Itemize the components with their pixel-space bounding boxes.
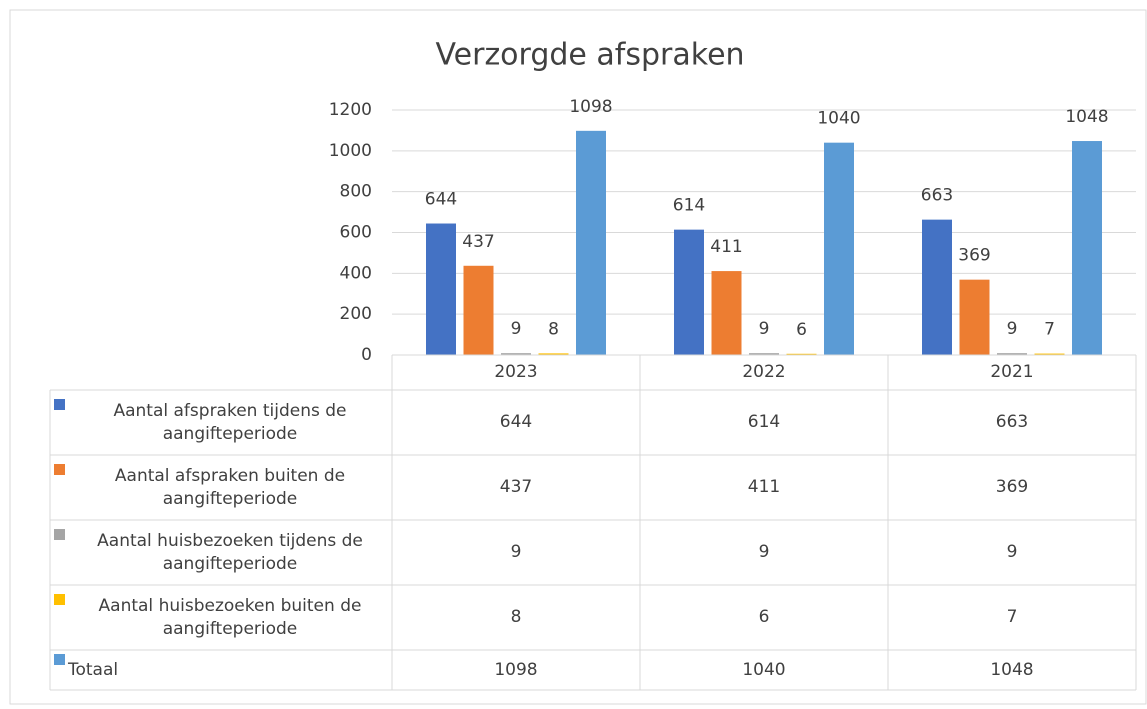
category-label: 2021	[990, 362, 1034, 383]
table-value: 6	[758, 607, 770, 628]
table-value-box: 369	[995, 477, 1029, 498]
bar	[711, 271, 742, 355]
legend-label: Aantal afspraken buiten de aangifteperio…	[114, 465, 346, 509]
data-label: 369	[958, 246, 990, 266]
table-value: 663	[995, 412, 1029, 433]
legend-entry-box: Aantal huisbezoeken buiten de aangiftepe…	[50, 585, 392, 650]
data-label: 1040	[817, 109, 860, 129]
table-value: 437	[499, 477, 533, 498]
y-tick-label: 1200	[329, 100, 372, 120]
table-value-box: 411	[747, 477, 781, 498]
bar	[997, 353, 1027, 355]
bar	[786, 353, 817, 355]
legend-entry-box: Aantal afspraken buiten de aangifteperio…	[50, 455, 392, 520]
bar	[824, 142, 854, 355]
legend-label: Aantal huisbezoeken tijdens de aangiftep…	[97, 530, 363, 574]
legend-entry-box: Aantal afspraken tijdens de aangifteperi…	[50, 390, 392, 455]
y-tick-label: 400	[340, 263, 372, 283]
legend-entry: Aantal afspraken buiten de aangifteperio…	[50, 455, 392, 520]
category-label: 2023	[494, 362, 538, 383]
legend-label: Totaal	[68, 659, 119, 680]
table-value: 1048	[990, 659, 1034, 680]
table-value-box: 9	[1006, 542, 1018, 563]
data-label: 437	[462, 232, 494, 252]
table-value: 644	[499, 412, 533, 433]
data-label: 644	[425, 190, 457, 210]
table-value: 1098	[494, 659, 538, 680]
bar	[749, 353, 779, 355]
y-tick-label: 1000	[329, 141, 372, 161]
table-value-box: 437	[499, 477, 533, 498]
table-value: 1040	[742, 659, 786, 680]
table-value: 369	[995, 477, 1029, 498]
legend-swatch	[54, 399, 65, 410]
table-value-box: 9	[510, 542, 522, 563]
legend-entry: Aantal afspraken tijdens de aangifteperi…	[50, 390, 392, 455]
legend-entry-box: Totaal	[50, 650, 392, 690]
data-label: 8	[548, 319, 559, 339]
table-value: 7	[1006, 607, 1018, 628]
y-tick-label: 800	[340, 182, 372, 202]
bar	[501, 353, 531, 355]
data-label: 9	[1007, 319, 1018, 339]
category-label-box: 2022	[742, 362, 786, 383]
legend-swatch	[54, 464, 65, 475]
y-tick-label: 0	[361, 345, 372, 365]
legend-label: Aantal huisbezoeken buiten de aangiftepe…	[98, 595, 362, 639]
legend-entry: Aantal huisbezoeken tijdens de aangiftep…	[50, 520, 392, 585]
data-label: 614	[673, 196, 705, 216]
table-value: 8	[510, 607, 522, 628]
table-value-box: 1098	[494, 659, 538, 680]
table-value: 9	[1006, 542, 1018, 563]
table-value-box: 1040	[742, 659, 786, 680]
bar	[959, 279, 990, 355]
bar	[576, 130, 606, 355]
bar	[922, 219, 952, 355]
category-label-box: 2021	[990, 362, 1034, 383]
bar	[1034, 353, 1065, 355]
table-value-box: 8	[510, 607, 522, 628]
table-value-box: 7	[1006, 607, 1018, 628]
table-value-box: 1048	[990, 659, 1034, 680]
chart-title: Verzorgde afspraken	[435, 38, 744, 73]
legend-entry-box: Aantal huisbezoeken tijdens de aangiftep…	[50, 520, 392, 585]
table-value: 9	[510, 542, 522, 563]
data-label: 1098	[569, 97, 612, 117]
table-value-box: 644	[499, 412, 533, 433]
table-value-box: 6	[758, 607, 770, 628]
bar	[426, 223, 456, 355]
legend-swatch	[54, 654, 65, 665]
legend-swatch	[54, 529, 65, 540]
bar	[674, 229, 704, 355]
legend-label: Aantal afspraken tijdens de aangifteperi…	[113, 400, 347, 444]
category-label-box: 2023	[494, 362, 538, 383]
table-value-box: 9	[758, 542, 770, 563]
bar	[463, 265, 494, 355]
data-label: 7	[1044, 320, 1055, 340]
y-tick-label: 600	[340, 223, 372, 243]
data-label: 9	[511, 319, 522, 339]
bar	[538, 353, 569, 355]
data-label: 411	[710, 237, 742, 257]
legend-entry: Aantal huisbezoeken buiten de aangiftepe…	[50, 585, 392, 650]
table-value-box: 663	[995, 412, 1029, 433]
category-label: 2022	[742, 362, 786, 383]
table-value: 614	[747, 412, 781, 433]
table-value: 9	[758, 542, 770, 563]
y-tick-label: 200	[340, 304, 372, 324]
bar	[1072, 141, 1102, 355]
chart-border	[9, 9, 1147, 705]
data-label: 663	[921, 186, 953, 206]
legend-swatch	[54, 594, 65, 605]
data-label: 9	[759, 319, 770, 339]
data-label: 1048	[1065, 107, 1108, 127]
data-label: 6	[796, 320, 807, 340]
table-value: 411	[747, 477, 781, 498]
legend-entry: Totaal	[50, 650, 392, 690]
table-value-box: 614	[747, 412, 781, 433]
